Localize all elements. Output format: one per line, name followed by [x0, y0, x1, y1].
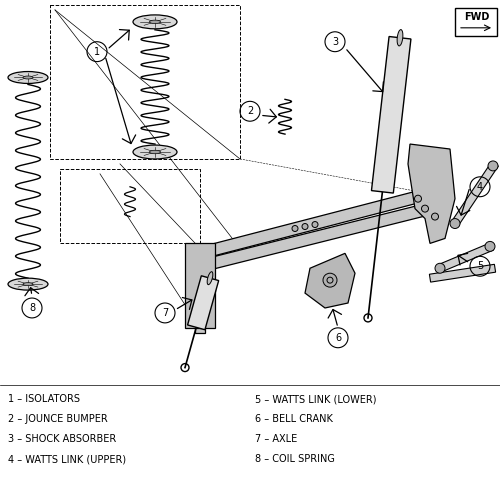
Text: 1: 1	[94, 46, 100, 57]
Text: 8: 8	[29, 303, 35, 313]
Polygon shape	[198, 203, 432, 272]
Polygon shape	[438, 242, 494, 272]
Text: 8 – COIL SPRING: 8 – COIL SPRING	[255, 454, 335, 464]
Circle shape	[485, 242, 495, 251]
Polygon shape	[408, 144, 455, 243]
Polygon shape	[188, 276, 218, 330]
Circle shape	[302, 224, 308, 229]
Text: 3 – SHOCK ABSORBER: 3 – SHOCK ABSORBER	[8, 434, 116, 444]
Text: 7: 7	[162, 308, 168, 318]
Circle shape	[488, 161, 498, 171]
Text: 6: 6	[335, 333, 341, 343]
Ellipse shape	[8, 72, 48, 83]
Text: 2: 2	[247, 106, 253, 116]
Bar	[50, 5, 240, 159]
Bar	[60, 169, 200, 243]
Circle shape	[435, 263, 445, 273]
FancyBboxPatch shape	[455, 8, 497, 36]
Polygon shape	[198, 188, 432, 259]
Circle shape	[450, 219, 460, 228]
Ellipse shape	[207, 272, 213, 285]
Text: 4: 4	[477, 182, 483, 192]
Ellipse shape	[133, 15, 177, 29]
Circle shape	[432, 213, 438, 220]
Polygon shape	[452, 162, 498, 226]
Text: 5: 5	[477, 261, 483, 271]
Circle shape	[327, 277, 333, 283]
Polygon shape	[185, 243, 215, 328]
Text: 4 – WATTS LINK (UPPER): 4 – WATTS LINK (UPPER)	[8, 454, 126, 464]
Text: 1 – ISOLATORS: 1 – ISOLATORS	[8, 394, 80, 405]
Text: 7 – AXLE: 7 – AXLE	[255, 434, 297, 444]
Ellipse shape	[8, 278, 48, 290]
Polygon shape	[305, 253, 355, 308]
Ellipse shape	[23, 283, 33, 286]
Polygon shape	[195, 253, 205, 333]
Circle shape	[323, 273, 337, 287]
Circle shape	[292, 226, 298, 231]
Text: 3: 3	[332, 37, 338, 47]
Text: FWD: FWD	[464, 12, 489, 22]
Polygon shape	[430, 264, 496, 282]
Text: 2 – JOUNCE BUMPER: 2 – JOUNCE BUMPER	[8, 414, 108, 424]
Ellipse shape	[397, 30, 403, 46]
Ellipse shape	[150, 20, 160, 24]
Polygon shape	[372, 36, 411, 193]
Text: 5 – WATTS LINK (LOWER): 5 – WATTS LINK (LOWER)	[255, 394, 376, 405]
Ellipse shape	[133, 145, 177, 159]
Circle shape	[312, 222, 318, 227]
Circle shape	[422, 205, 428, 212]
Ellipse shape	[23, 76, 33, 79]
Circle shape	[414, 195, 422, 202]
Ellipse shape	[150, 150, 160, 154]
Text: 6 – BELL CRANK: 6 – BELL CRANK	[255, 414, 333, 424]
